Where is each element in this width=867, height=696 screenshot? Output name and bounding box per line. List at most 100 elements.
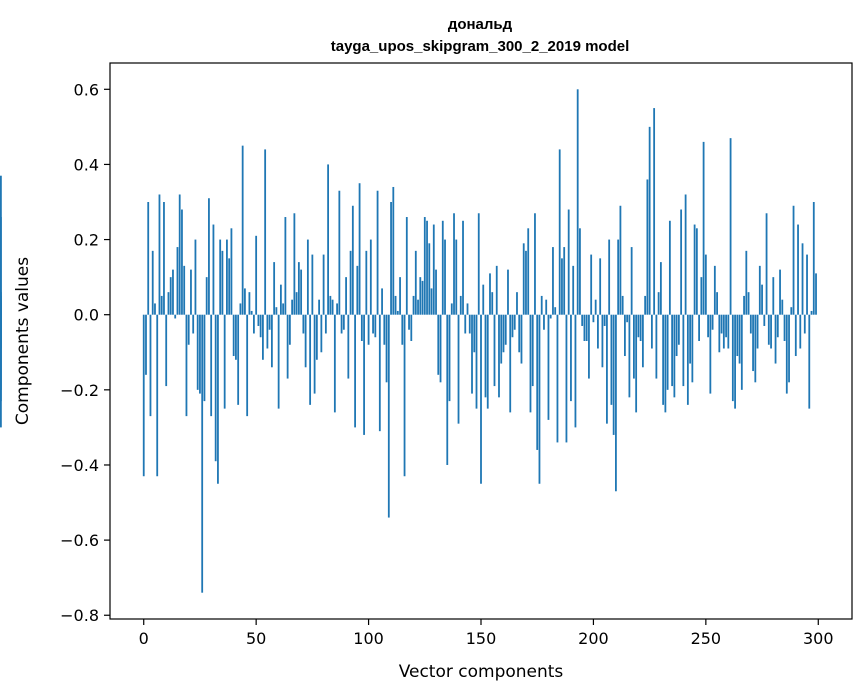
bar-96 [358,183,361,315]
bar-38 [228,258,231,315]
bar-85 [333,314,336,413]
bar-11 [167,292,170,315]
bar-78 [318,299,321,315]
bar-141 [459,295,462,315]
bar-264 [736,314,739,357]
bar-247 [698,314,700,341]
bar-235 [671,314,674,387]
bar-144 [466,303,469,315]
bar-74 [309,314,312,405]
bar-175 [536,314,539,450]
bar-126 [426,220,428,315]
bar-229 [657,292,660,315]
bar-15 [176,247,179,315]
bar-211 [617,239,620,315]
bar-289 [792,205,795,315]
bar-91 [347,314,350,379]
bar-2 [147,202,150,315]
bar-270 [749,314,752,334]
bar-140 [457,314,460,424]
bar-0 [142,314,145,477]
bar-60 [277,314,280,409]
bar-288 [790,307,793,315]
bar-215 [626,314,629,323]
bar-90 [345,277,347,315]
bar-121 [414,250,417,315]
bar-125 [423,217,426,315]
bar-238 [677,314,680,345]
bar-undefined [0,175,2,315]
bar-56 [268,314,271,330]
bar-114 [399,277,401,315]
bar-233 [666,314,669,390]
bar-164 [511,314,514,338]
bar-252 [709,314,712,394]
bar-268 [745,250,748,315]
bar-295 [806,254,808,315]
bar-62 [282,303,285,315]
bar-43 [239,303,242,315]
bar-39 [230,228,233,315]
y-tick-label: −0.8 [60,606,99,625]
bar-69 [297,262,300,315]
bar-156 [493,314,496,387]
bar-180 [547,314,550,420]
bar-161 [504,314,507,345]
bar-61 [279,284,282,315]
bar-292 [799,314,802,349]
bar-67 [293,213,296,315]
bar-271 [752,314,754,372]
y-axis-ticks: −0.8 −0.6 −0.4 −0.2 0.0 0.2 0.4 0.6 [60,80,110,625]
bar-98 [363,314,365,435]
bar-163 [509,314,512,413]
bar-283 [779,269,781,315]
bar-82 [327,164,329,315]
bar-171 [527,228,530,315]
plot-frame [109,62,853,620]
bar-19 [185,314,188,417]
bar-291 [797,224,799,315]
bar-280 [772,277,775,315]
bar-105 [378,314,381,432]
bar-150 [480,314,482,484]
bar-181 [549,314,552,319]
bar-47 [248,292,251,315]
bar-130 [435,269,437,315]
bar-65 [288,314,291,345]
bar-217 [630,247,633,315]
bar-241 [684,194,687,315]
bar-290 [794,314,797,357]
bar-279 [770,314,772,349]
bar-40 [232,314,235,357]
bar-159 [500,314,503,364]
bar-203 [599,258,602,315]
bar-190 [570,314,572,402]
bar-89 [342,314,345,330]
bar-45 [244,288,246,315]
bar-281 [774,314,777,364]
bar-226 [650,314,653,349]
bar-261 [729,138,732,315]
bar-18 [183,265,186,315]
bar-284 [781,299,784,315]
bar-240 [682,314,685,387]
bar-81 [324,314,327,334]
bar-76 [313,314,316,394]
bar-106 [381,288,383,315]
bar-63 [284,217,287,315]
bar-287 [788,314,790,383]
bar-269 [747,292,750,315]
bar-139 [455,239,458,315]
bar-123 [419,277,422,315]
bar-275 [761,284,763,315]
bar-214 [624,314,626,357]
bar-110 [390,202,392,315]
bar-227 [653,108,656,315]
bar-132 [439,314,442,383]
bar-66 [291,299,294,315]
y-tick-label: −0.6 [60,531,99,550]
bar-undefined [0,314,2,390]
bar-199 [590,254,593,315]
bar-228 [655,314,658,379]
